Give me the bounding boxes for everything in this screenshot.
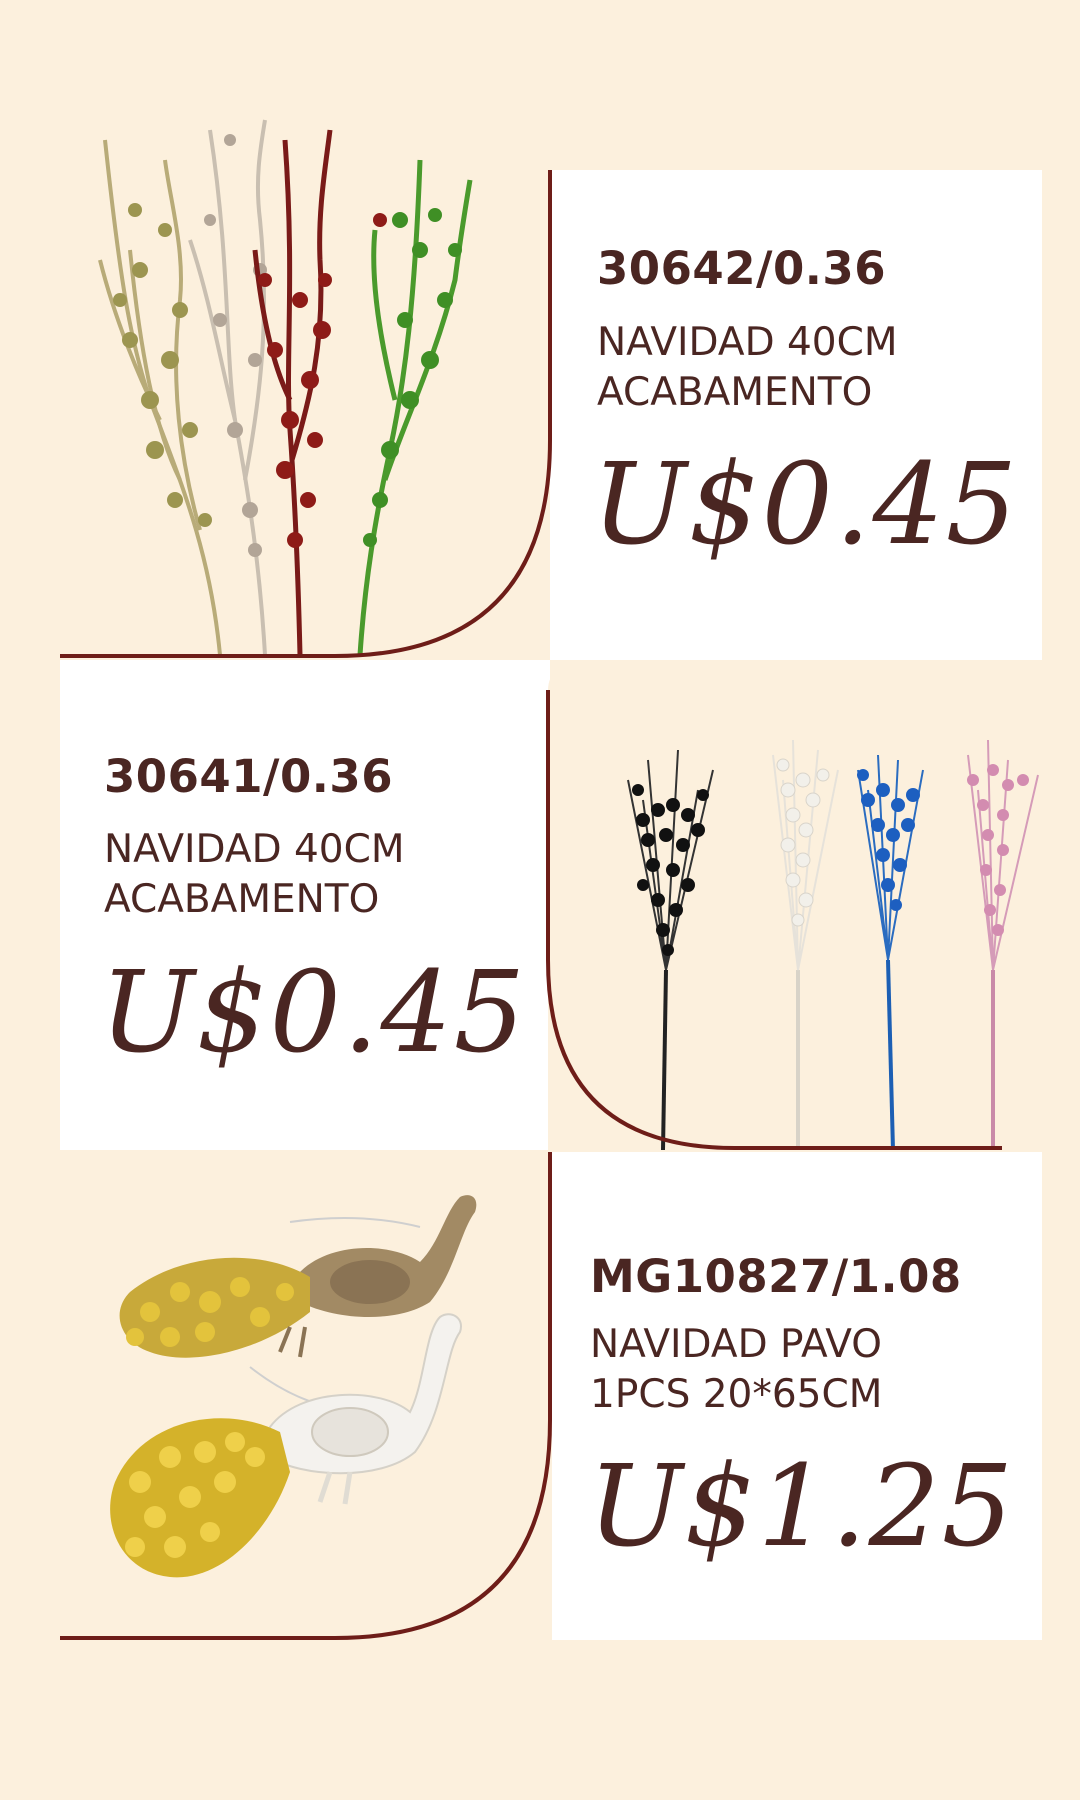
product-1-code: 30642/0.36	[597, 242, 887, 295]
product-3-card: MG10827/1.08 NAVIDAD PAVO 1PCS 20*65CM U…	[552, 1152, 1042, 1640]
product-2-line1: NAVIDAD 40CM	[104, 827, 405, 872]
glitter-branches-illustration	[98, 119, 473, 655]
product-3-line2: 1PCS 20*65CM	[590, 1372, 883, 1417]
product-2-image	[548, 660, 1042, 1150]
product-1-line1: NAVIDAD 40CM	[597, 320, 898, 365]
product-3-code: MG10827/1.08	[590, 1250, 962, 1303]
product-1-card: 30642/0.36 NAVIDAD 40CM ACABAMENTO U$0.4…	[550, 170, 1042, 660]
product-3-price: U$1.25	[588, 1442, 1016, 1572]
product-1-line2: ACABAMENTO	[597, 370, 873, 415]
product-2-code: 30641/0.36	[104, 750, 394, 803]
product-3-image	[60, 1152, 550, 1642]
product-1-price: U$0.45	[592, 440, 1020, 570]
product-1-image	[60, 100, 550, 655]
glitter-picks-illustration	[627, 739, 1039, 1150]
peacock-ornaments-illustration	[110, 1195, 477, 1578]
product-2-card: 30641/0.36 NAVIDAD 40CM ACABAMENTO U$0.4…	[60, 660, 550, 1150]
product-2-price: U$0.45	[100, 948, 528, 1078]
product-2-line2: ACABAMENTO	[104, 877, 380, 922]
product-3-line1: NAVIDAD PAVO	[590, 1322, 882, 1367]
